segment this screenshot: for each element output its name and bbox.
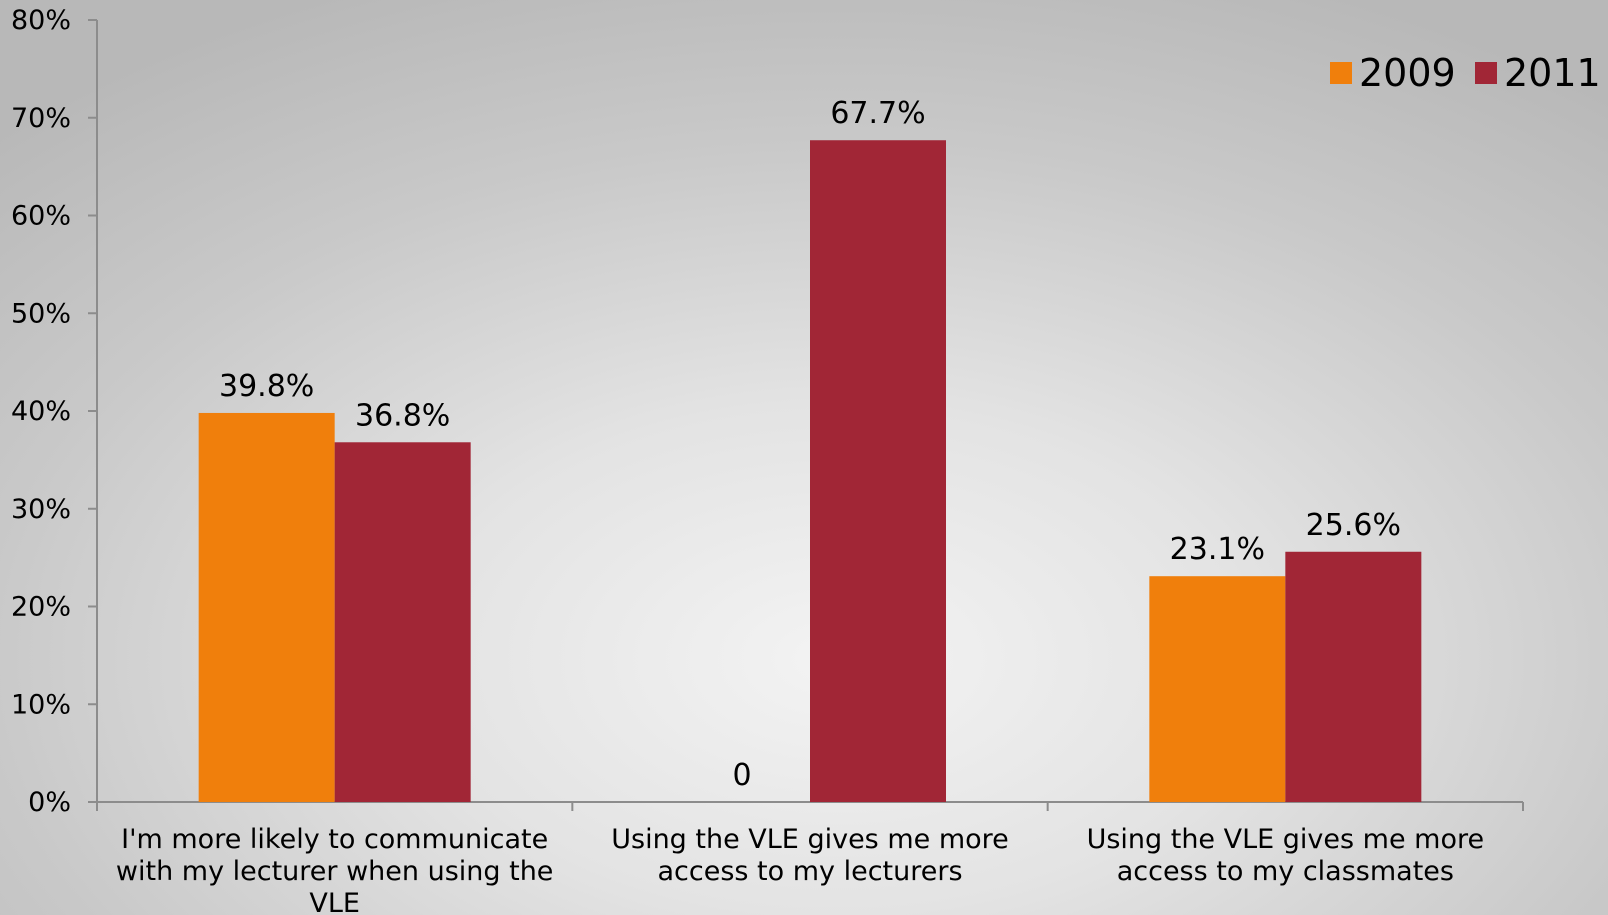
chart-data-labels: 39.8% 36.8% 0 67.7% 23.1% 25.6%	[219, 96, 1401, 793]
y-tick-label: 60%	[11, 201, 71, 232]
category-label: access to my classmates	[1117, 856, 1454, 887]
y-tick-label: 0%	[28, 787, 71, 818]
legend-label-2011: 2011	[1504, 51, 1601, 95]
y-tick-label: 40%	[11, 396, 71, 427]
legend-swatch-2011	[1475, 62, 1497, 84]
data-label-2009-2: 0	[732, 758, 751, 793]
y-tick-label: 70%	[11, 103, 71, 134]
category-label: Using the VLE gives me more	[611, 824, 1009, 855]
category-label: I'm more likely to communicate	[121, 824, 548, 855]
bar-2011-1	[334, 442, 471, 802]
data-label-2009-3: 23.1%	[1170, 532, 1265, 567]
bar-2011-3	[1285, 551, 1422, 802]
y-tick-label: 20%	[11, 592, 71, 623]
chart-legend: 2009 2011	[1330, 51, 1601, 95]
bar-2009-3	[1149, 576, 1286, 802]
y-tick-label: 10%	[11, 689, 71, 720]
category-label: Using the VLE gives me more	[1087, 824, 1485, 855]
legend-swatch-2009	[1330, 62, 1352, 84]
data-label-2009-1: 39.8%	[219, 369, 314, 404]
bar-2011-2	[810, 140, 946, 803]
data-label-2011-1: 36.8%	[355, 398, 450, 433]
bar-2009-1	[198, 412, 335, 802]
category-label: with my lecturer when using the	[116, 856, 554, 887]
y-tick-label: 50%	[11, 298, 71, 329]
legend-label-2009: 2009	[1359, 51, 1456, 95]
y-tick-label: 30%	[11, 494, 71, 525]
chart-bars	[198, 140, 1422, 803]
data-label-2011-2: 67.7%	[830, 96, 925, 131]
category-label: VLE	[309, 888, 360, 915]
category-label: access to my lecturers	[657, 856, 962, 887]
y-tick-label: 80%	[11, 5, 71, 36]
data-label-2011-3: 25.6%	[1306, 508, 1401, 543]
